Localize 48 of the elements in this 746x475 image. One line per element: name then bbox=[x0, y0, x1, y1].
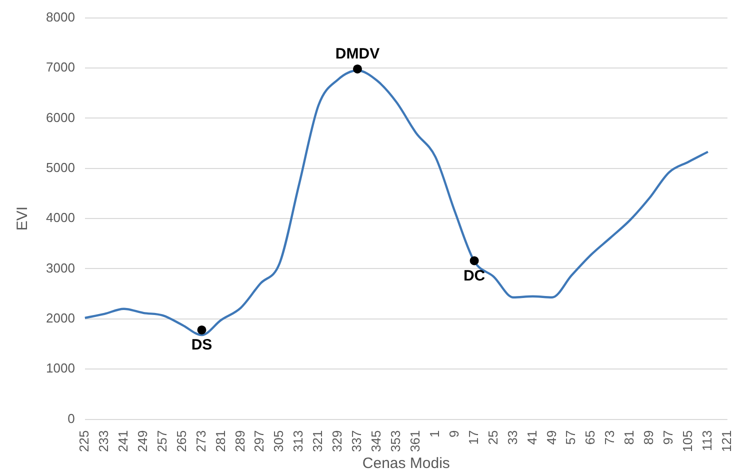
x-tick-label: 281 bbox=[212, 430, 228, 452]
x-tick-label: 257 bbox=[154, 430, 170, 452]
y-tick-label: 2000 bbox=[46, 310, 75, 326]
y-tick-label: 4000 bbox=[46, 210, 75, 226]
x-tick-label: 65 bbox=[582, 430, 598, 445]
x-tick-label: 329 bbox=[330, 430, 345, 452]
x-tick-label: 33 bbox=[504, 430, 520, 445]
x-tick-label: 73 bbox=[602, 430, 618, 445]
x-tick-label: 289 bbox=[232, 430, 248, 452]
y-tick-label: 3000 bbox=[46, 260, 75, 276]
x-tick-label: 353 bbox=[388, 430, 404, 452]
x-tick-label: 241 bbox=[115, 430, 130, 452]
x-tick-label: 225 bbox=[76, 430, 92, 452]
x-tick-label: 305 bbox=[271, 430, 286, 452]
x-tick-label: 1 bbox=[426, 430, 442, 438]
x-tick-label: 113 bbox=[700, 430, 715, 452]
y-tick-label: 6000 bbox=[46, 110, 75, 125]
x-tick-label: 17 bbox=[466, 430, 481, 445]
y-tick-label: 1000 bbox=[46, 360, 75, 376]
x-tick-label: 89 bbox=[641, 430, 656, 445]
y-axis-title: EVI bbox=[14, 206, 32, 231]
x-tick-label: 9 bbox=[446, 430, 462, 438]
y-tick-label: 5000 bbox=[46, 160, 75, 175]
x-tick-label: 105 bbox=[680, 430, 696, 452]
x-tick-label: 273 bbox=[193, 430, 208, 452]
x-axis-title: Cenas Modis bbox=[362, 455, 450, 472]
x-tick-label: 313 bbox=[290, 430, 306, 452]
x-tick-label: 337 bbox=[349, 430, 364, 452]
y-tick-label: 7000 bbox=[46, 60, 75, 75]
annotation: DS bbox=[191, 336, 212, 354]
x-tick-label: 249 bbox=[134, 430, 150, 452]
x-tick-label: 41 bbox=[524, 430, 540, 445]
x-tick-label: 121 bbox=[718, 430, 734, 452]
x-tick-label: 345 bbox=[368, 430, 384, 452]
x-tick-label: 297 bbox=[252, 430, 267, 452]
x-tick-label: 81 bbox=[622, 430, 637, 445]
annotation: DMDV bbox=[335, 46, 380, 63]
x-tick-label: 57 bbox=[563, 430, 578, 445]
x-tick-label: 361 bbox=[407, 430, 422, 452]
annotation: DC bbox=[463, 267, 486, 284]
x-tick-label: 25 bbox=[485, 430, 500, 445]
y-tick-label: 8000 bbox=[46, 9, 75, 24]
x-tick-label: 265 bbox=[174, 430, 189, 452]
x-tick-label: 49 bbox=[544, 430, 559, 445]
y-tick-label: 0 bbox=[68, 410, 75, 426]
x-tick-label: 233 bbox=[96, 430, 111, 452]
x-tick-label: 321 bbox=[310, 430, 326, 452]
x-tick-label: 97 bbox=[660, 430, 676, 445]
